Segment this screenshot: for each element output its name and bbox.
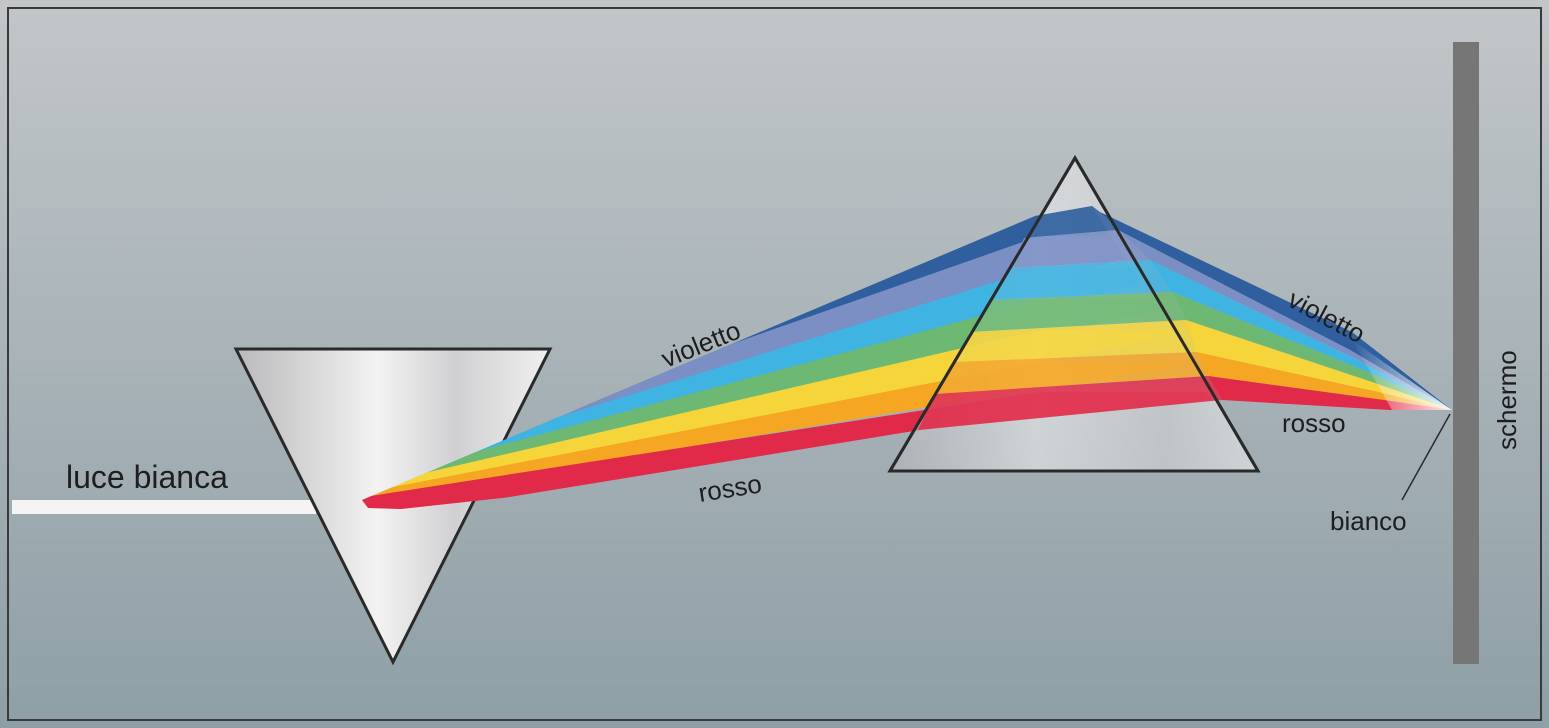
white-light-beam	[12, 500, 316, 514]
frame	[7, 7, 1542, 721]
label-red-2: rosso	[1282, 408, 1346, 438]
in-band-green	[970, 292, 1186, 332]
label-screen: schermo	[1492, 350, 1522, 450]
in-band-yellow	[955, 320, 1196, 362]
in-band-orange	[935, 352, 1208, 394]
bianco-pointer	[1401, 413, 1451, 501]
in-band-blue	[990, 260, 1172, 300]
prism-2-outline	[887, 155, 1261, 473]
in-band-red	[918, 376, 1222, 430]
in-band-indigo	[1010, 230, 1150, 268]
out-band-violet	[1100, 212, 1452, 410]
in-band-violet	[1024, 206, 1118, 238]
screen	[1453, 42, 1479, 664]
label-white-light: luce bianca	[66, 459, 228, 495]
inner-beam	[918, 206, 1222, 430]
converging-beam	[1100, 212, 1452, 410]
white-recombination	[1352, 340, 1452, 410]
label-white: bianco	[1330, 506, 1407, 536]
